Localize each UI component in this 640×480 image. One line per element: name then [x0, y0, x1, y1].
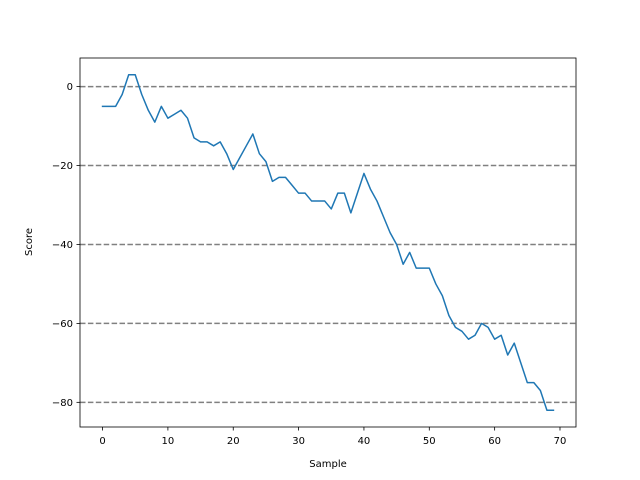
- x-tick-label: 0: [99, 436, 105, 447]
- y-tick-label: −40: [52, 240, 73, 251]
- x-tick-label: 30: [292, 436, 305, 447]
- reference-lines: [80, 85, 576, 404]
- x-tick-label: 70: [554, 436, 567, 447]
- x-tick-label: 40: [358, 436, 371, 447]
- y-tick-label: −60: [52, 319, 73, 330]
- series-line: [101, 74, 555, 411]
- series-group: [101, 74, 555, 411]
- x-tick-label: 20: [227, 436, 240, 447]
- y-axis-ticks: 0 −20 −40 −60 −80: [52, 82, 80, 409]
- y-tick-label: −80: [52, 398, 73, 409]
- y-tick-label: 0: [67, 82, 73, 93]
- x-tick-label: 60: [488, 436, 501, 447]
- y-tick-label: −20: [52, 161, 73, 172]
- x-axis-label: Sample: [309, 459, 347, 470]
- y-axis-label: Score: [24, 228, 35, 256]
- x-axis-ticks: 0 10 20 30 40 50 60 70: [99, 427, 566, 447]
- plot-frame: [79, 57, 577, 428]
- x-tick-label: 10: [162, 436, 175, 447]
- x-tick-label: 50: [423, 436, 436, 447]
